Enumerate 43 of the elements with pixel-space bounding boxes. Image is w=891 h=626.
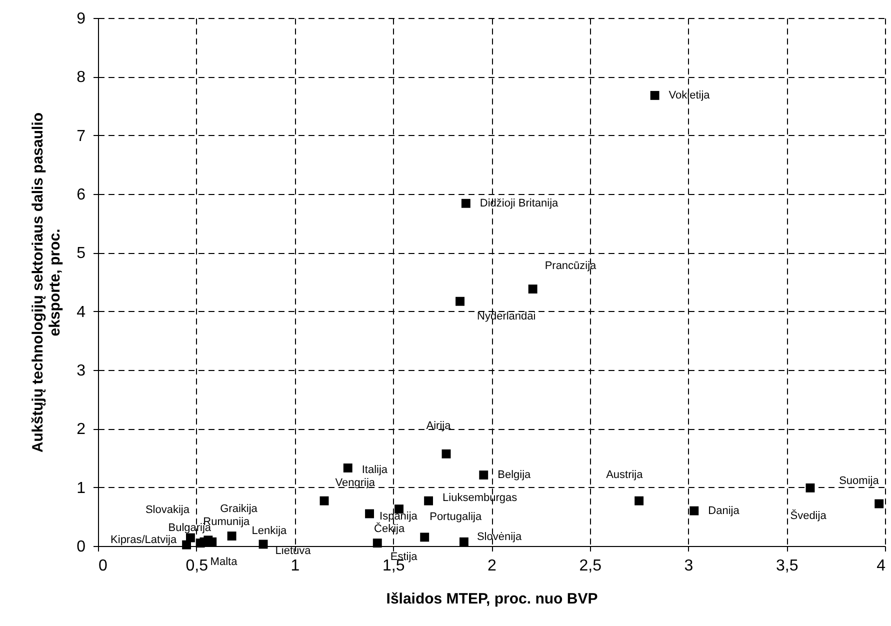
y-axis-title: Aukštųjų technologijų sektoriaus dalis pasaulio eksporte, proc. [30, 112, 64, 453]
annotation: Italija [362, 464, 388, 476]
annotation: Belgija [498, 469, 532, 482]
annotation: Liuksemburgas [442, 492, 518, 504]
x-tick-label: 1 [290, 558, 300, 574]
annotation: Vengrija [335, 476, 376, 489]
y-tick-label: 0 [76, 538, 86, 556]
y-tick-label: 6 [76, 186, 86, 204]
y-tick-label: 9 [76, 10, 86, 28]
annotation: Malta [210, 556, 238, 568]
annotation: Lenkija [252, 525, 288, 538]
annotation: Prancūzija [544, 260, 598, 272]
x-tick-label: 4 [876, 558, 886, 574]
annotation: Austrija [606, 468, 644, 481]
annotation: Švedija [790, 508, 828, 522]
annotation: Čekija [374, 522, 406, 536]
x-tick-label: 2,5 [579, 558, 602, 574]
annotation: Slovėnija [476, 530, 522, 543]
y-tick-label: 5 [76, 245, 86, 262]
x-axis-title: Išlaidos MTEP, proc. nuo BVP [386, 590, 598, 608]
y-tick-label: 1 [76, 480, 86, 497]
annotation: Suomija [839, 474, 880, 487]
annotation: Nyderlandai [477, 310, 536, 322]
annotation: Danija [708, 504, 740, 517]
y-tick-label: 3 [76, 362, 86, 380]
annotation: Portugalija [430, 511, 482, 524]
x-tick-label: 3,5 [776, 558, 798, 574]
y-tick-label: 8 [76, 69, 86, 86]
x-tick-label: 0 [98, 558, 108, 574]
x-tick-label: 2 [488, 558, 497, 574]
x-tick-label: 3 [684, 558, 694, 574]
y-tick-label: 7 [76, 128, 86, 145]
annotation: Slovakija [145, 504, 190, 516]
annotation: Vokietija [668, 89, 711, 102]
annotation: Airija [426, 420, 452, 432]
y-tick-label: 4 [76, 304, 86, 321]
y-tick-label: 2 [76, 421, 86, 438]
annotation: Graikija [220, 502, 258, 515]
annotation: Ispanija [380, 510, 418, 523]
annotation: Didžioji Britanija [480, 197, 560, 210]
annotation: Lietuva [275, 545, 312, 558]
x-tick-label: 0,5 [186, 558, 208, 574]
annotation: Kipras/Latvija [110, 534, 178, 546]
